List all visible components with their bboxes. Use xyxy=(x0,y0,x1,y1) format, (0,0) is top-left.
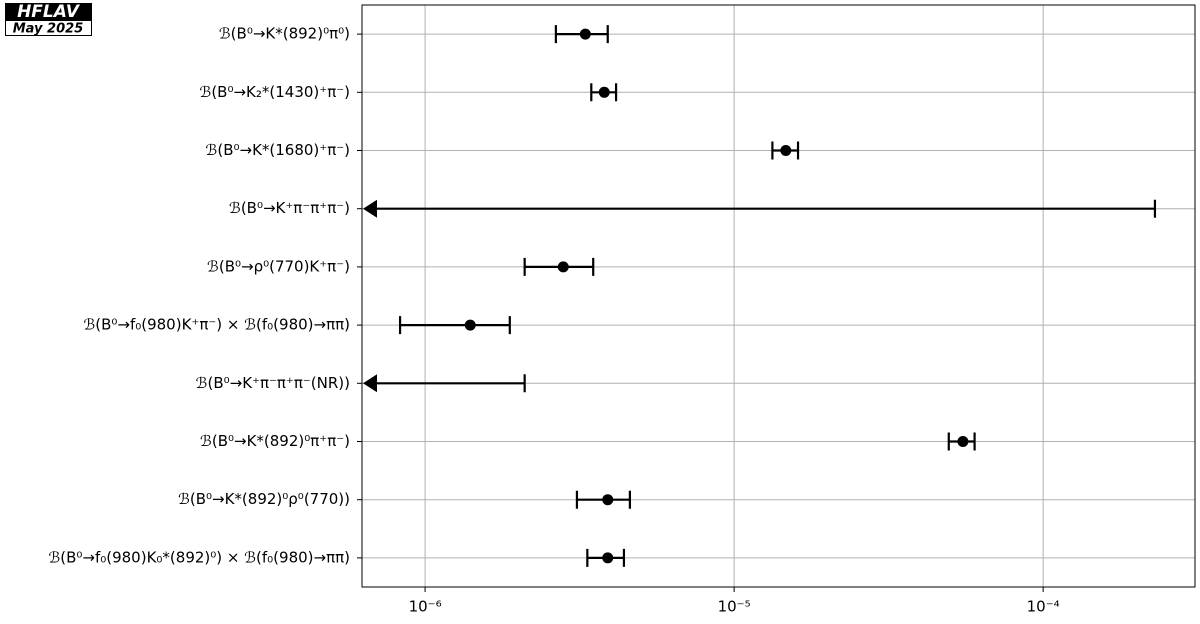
point xyxy=(957,436,969,447)
x-tick-label: 10⁻⁵ xyxy=(718,598,751,616)
plot-frame xyxy=(361,4,1196,588)
point xyxy=(579,28,591,40)
upper-limit-arrow xyxy=(363,374,377,393)
y-tick-label: ℬ(B⁰→K*(892)⁰ρ⁰(770)) xyxy=(178,490,350,508)
logo-box xyxy=(5,3,92,20)
point xyxy=(557,261,569,273)
y-tick-label: ℬ(B⁰→f₀(980)K⁺π⁻) × ℬ(f₀(980)→ππ) xyxy=(83,316,350,334)
point xyxy=(602,552,614,564)
y-tick-label: ℬ(B⁰→K⁺π⁻π⁺π⁻(NR)) xyxy=(196,374,350,392)
point xyxy=(602,494,614,506)
upper-limit xyxy=(373,374,526,393)
point xyxy=(780,145,792,156)
point xyxy=(598,86,610,98)
upper-limit xyxy=(373,199,1157,218)
y-tick-label: ℬ(B⁰→K₂*(1430)⁺π⁻) xyxy=(200,83,350,101)
upper-limit-arrow xyxy=(363,199,377,218)
y-tick-label: ℬ(B⁰→K*(892)⁰π⁰) xyxy=(219,25,350,43)
y-tick-label: ℬ(B⁰→f₀(980)K₀*(892)⁰) × ℬ(f₀(980)→ππ) xyxy=(48,548,350,566)
y-tick-label: ℬ(B⁰→K⁺π⁻π⁺π⁻) xyxy=(229,199,350,217)
y-tick-label: ℬ(B⁰→K*(1680)⁺π⁻) xyxy=(206,141,350,159)
point xyxy=(464,319,476,331)
y-tick-label: ℬ(B⁰→ρ⁰(770)K⁺π⁻) xyxy=(207,257,350,275)
error-bar xyxy=(398,316,511,335)
logo-date-box xyxy=(5,20,92,36)
logo-title: HFLAV xyxy=(17,2,81,22)
logo-date: May 2025 xyxy=(13,22,84,37)
y-tick-label: ℬ(B⁰→K*(892)⁰π⁺π⁻) xyxy=(200,432,350,450)
x-tick-label: 10⁻⁶ xyxy=(409,598,442,616)
x-tick-label: 10⁻⁴ xyxy=(1027,598,1060,616)
